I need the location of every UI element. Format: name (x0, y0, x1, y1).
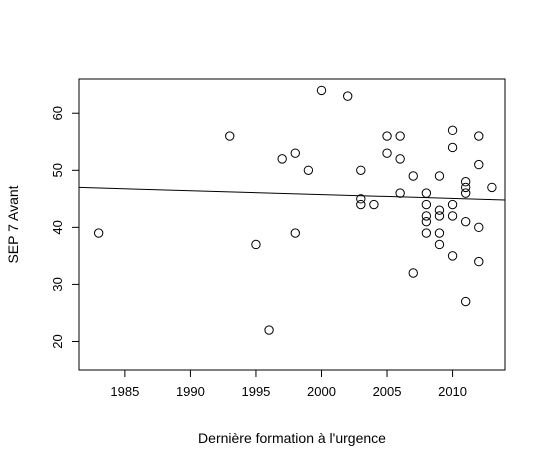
data-point-42 (474, 159, 484, 170)
y-tick-label: 60 (50, 106, 65, 120)
regression-line (78, 186, 506, 201)
data-point-19 (408, 171, 418, 181)
data-point-33 (447, 199, 458, 210)
data-point-13 (369, 199, 379, 210)
data-point-29 (434, 228, 445, 238)
data-point-36 (460, 177, 471, 187)
data-point-25 (421, 228, 432, 238)
data-point-7 (303, 165, 314, 175)
points-layer (93, 85, 497, 335)
x-tick-label: 1990 (176, 384, 205, 399)
data-point-0 (93, 228, 104, 238)
data-point-28 (434, 211, 445, 221)
x-tick-label: 2000 (307, 384, 336, 399)
data-point-16 (395, 131, 405, 141)
y-tick-label: 30 (50, 277, 65, 291)
data-point-17 (395, 154, 405, 164)
data-point-20 (408, 268, 418, 278)
data-point-10 (356, 165, 366, 175)
data-point-24 (421, 216, 432, 227)
y-tick-label: 20 (50, 334, 65, 348)
data-point-23 (421, 211, 432, 221)
data-point-3 (264, 325, 274, 335)
y-tick-label: 40 (50, 220, 65, 234)
data-point-44 (474, 256, 484, 267)
data-point-31 (447, 125, 458, 136)
data-point-2 (251, 239, 261, 250)
data-point-1 (225, 131, 235, 141)
data-point-34 (447, 211, 458, 221)
y-axis-label: SEP 7 Avant (5, 185, 21, 263)
data-point-21 (421, 188, 432, 198)
data-point-26 (434, 171, 445, 181)
x-axis-label: Dernière formation à l'urgence (198, 430, 386, 446)
data-point-18 (395, 188, 405, 198)
data-point-8 (316, 85, 327, 96)
data-point-37 (460, 182, 471, 193)
data-point-5 (290, 148, 300, 158)
data-point-41 (474, 131, 484, 141)
x-tick-label: 1995 (241, 384, 270, 399)
y-axis: 20 30 40 50 60 (50, 106, 79, 349)
regression-line-layer (78, 186, 506, 201)
plot-frame (78, 78, 506, 371)
x-axis: 1985 1990 1995 2000 2005 2010 (110, 370, 467, 399)
x-tick-label: 2010 (438, 384, 467, 399)
data-point-6 (290, 228, 300, 238)
x-tick-label: 2005 (373, 384, 402, 399)
data-point-9 (343, 91, 353, 101)
data-point-11 (356, 194, 366, 204)
data-point-40 (460, 296, 471, 307)
x-tick-label: 1985 (110, 384, 139, 399)
data-point-30 (434, 239, 445, 250)
data-point-4 (277, 154, 287, 164)
y-tick-label: 50 (50, 163, 65, 177)
data-point-22 (421, 199, 432, 210)
data-point-45 (487, 182, 497, 193)
data-point-32 (447, 142, 458, 153)
data-point-38 (460, 188, 471, 198)
data-point-14 (382, 131, 392, 141)
data-point-12 (356, 199, 366, 210)
data-point-27 (434, 205, 445, 215)
data-point-35 (447, 251, 458, 261)
data-point-15 (382, 148, 392, 158)
data-point-39 (460, 216, 471, 227)
data-point-43 (474, 222, 484, 233)
